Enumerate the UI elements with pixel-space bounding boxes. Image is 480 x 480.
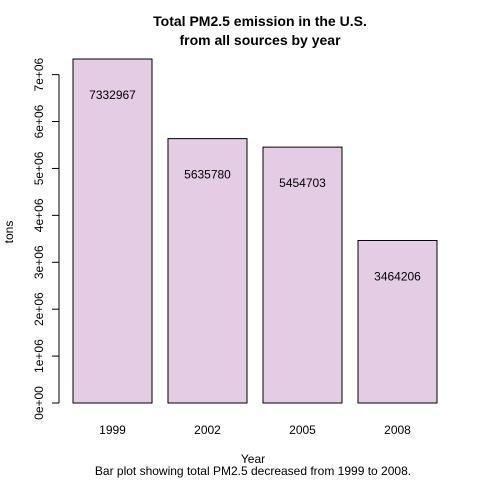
bar: [72, 58, 153, 404]
bar: [262, 146, 343, 404]
y-tick-label: 6e+06: [32, 104, 46, 138]
bar-value-label: 5635780: [184, 168, 231, 182]
bar: [357, 239, 438, 404]
chart-title-line-2: from all sources by year: [179, 32, 341, 48]
y-tick-label: 1e+06: [32, 339, 46, 373]
y-tick-label: 5e+06: [32, 151, 46, 185]
y-axis-label: tons: [2, 221, 16, 244]
x-axis-label: Year: [241, 452, 265, 466]
y-tick-label: 2e+06: [32, 292, 46, 326]
bars-group: 7332967 5635780 5454703 3464206: [72, 58, 438, 404]
y-tick-label: 4e+06: [32, 198, 46, 232]
bar-value-label: 7332967: [89, 88, 136, 102]
x-tick-label: 1999: [99, 423, 126, 437]
x-tick-label: 2005: [289, 423, 316, 437]
bar: [167, 138, 248, 404]
bar-value-label: 3464206: [374, 269, 421, 283]
chart-title-line-1: Total PM2.5 emission in the U.S.: [153, 13, 367, 29]
x-tick-labels: 1999 2002 2005 2008: [99, 423, 411, 437]
x-tick-label: 2002: [194, 423, 221, 437]
y-tick-label: 7e+06: [32, 57, 46, 91]
bar-value-label: 5454703: [279, 176, 326, 190]
y-axis: 0e+00 1e+06 2e+06 3e+06 4e+06 5e+06 6e+06 7e+06: [32, 57, 60, 420]
y-tick-label: 3e+06: [32, 245, 46, 279]
chart-caption: Bar plot showing total PM2.5 decreased f…: [95, 464, 411, 478]
y-tick-label: 0e+00: [32, 386, 46, 420]
x-tick-label: 2008: [384, 423, 411, 437]
